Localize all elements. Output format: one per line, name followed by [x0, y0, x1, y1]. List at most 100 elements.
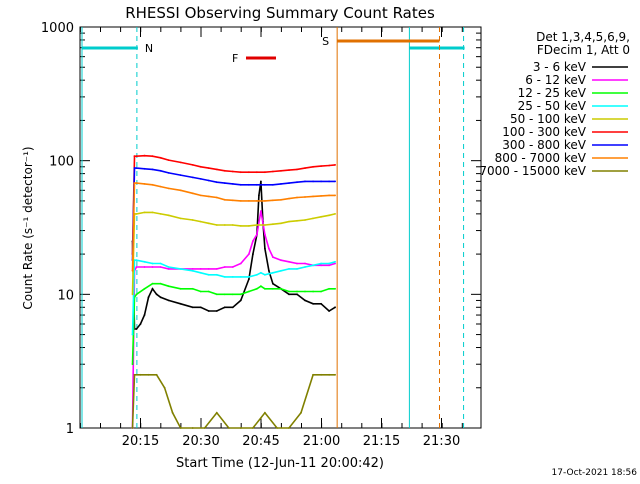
- series-point: [304, 180, 306, 183]
- series-point: [239, 427, 242, 429]
- series-point: [264, 411, 266, 414]
- series-point: [147, 373, 150, 376]
- legend-label: 3 - 6 keV: [533, 60, 587, 74]
- series-point: [304, 262, 306, 265]
- series-point: [179, 268, 182, 270]
- series-point: [151, 282, 154, 285]
- legend-label: 800 - 7000 keV: [495, 151, 587, 165]
- legend: Det 1,3,4,5,6,9, FDecim 1, Att 0 3 - 6 k…: [479, 30, 630, 178]
- series-point: [159, 156, 162, 159]
- series-point: [260, 180, 262, 183]
- series-point: [239, 200, 242, 202]
- series-point: [215, 411, 218, 414]
- series-point: [133, 373, 136, 376]
- night-label: N: [145, 42, 153, 55]
- series-point: [260, 285, 262, 288]
- series-point: [155, 373, 158, 376]
- series-line-8: [131, 373, 336, 429]
- series-point: [227, 427, 230, 429]
- series-point: [272, 282, 274, 285]
- series-point: [296, 290, 298, 293]
- series-point: [155, 293, 158, 296]
- series-point: [334, 262, 336, 265]
- series-point: [207, 310, 210, 312]
- series-point: [215, 224, 218, 226]
- series-point: [296, 219, 298, 222]
- series-point: [248, 171, 250, 174]
- series-point: [191, 287, 194, 290]
- x-axis-label: Start Time (12-Jun-11 20:00:42): [176, 456, 384, 471]
- series-point: [163, 386, 166, 389]
- series-point: [239, 183, 242, 186]
- series-point: [264, 224, 266, 226]
- legend-label: 300 - 800 keV: [502, 138, 586, 152]
- series-point: [280, 287, 282, 290]
- series-line-1: [131, 210, 336, 429]
- series-point: [328, 194, 330, 197]
- series-point: [207, 273, 210, 276]
- series-point: [207, 179, 210, 182]
- series-point: [256, 171, 258, 174]
- series-point: [143, 167, 146, 170]
- series-point: [159, 169, 162, 172]
- legend-label: 25 - 50 keV: [518, 99, 587, 113]
- series-point: [231, 199, 234, 202]
- series-point: [207, 167, 210, 170]
- series-point: [264, 247, 266, 250]
- series-point: [328, 214, 330, 217]
- series-point: [199, 290, 202, 293]
- series-point: [131, 293, 134, 296]
- series-point: [191, 164, 194, 166]
- series-point: [159, 262, 162, 265]
- series-point: [223, 276, 226, 278]
- series-point: [239, 171, 242, 174]
- series-point: [312, 264, 314, 267]
- series-point: [167, 214, 170, 217]
- series-point: [288, 260, 290, 263]
- saa-label: S: [322, 35, 329, 48]
- series-point: [167, 268, 170, 270]
- series-point: [167, 266, 170, 268]
- series-point: [304, 299, 306, 302]
- series-point: [239, 293, 242, 296]
- series-point: [151, 262, 154, 265]
- series-point: [264, 183, 266, 186]
- series-point: [248, 225, 250, 227]
- series-point: [167, 299, 170, 302]
- series-point: [231, 224, 234, 226]
- series-point: [135, 167, 138, 170]
- series-point: [272, 223, 274, 226]
- series-point: [320, 195, 322, 197]
- y-tick-label: 100: [49, 155, 74, 170]
- series-point: [248, 183, 250, 186]
- series-point: [288, 427, 290, 429]
- series-point: [143, 183, 146, 185]
- series-point: [288, 197, 290, 200]
- series-point: [272, 271, 274, 274]
- series-point: [199, 194, 202, 197]
- series-line-2: [131, 282, 336, 365]
- series-point: [199, 271, 202, 274]
- series-point: [131, 427, 134, 429]
- series-point: [312, 217, 314, 220]
- series-point: [304, 196, 306, 198]
- series-point: [215, 268, 218, 270]
- series-point: [312, 180, 314, 183]
- series-point: [312, 373, 314, 376]
- y-axis-label: Count Rate (s⁻¹ detector⁻¹): [21, 146, 35, 309]
- series-point: [288, 268, 290, 270]
- series-point: [167, 172, 170, 174]
- series-point: [312, 302, 314, 305]
- series-point: [191, 306, 194, 309]
- series-point: [133, 182, 136, 185]
- series-point: [215, 168, 218, 171]
- series-point: [223, 224, 226, 226]
- y-tick-label: 10: [57, 288, 74, 303]
- series-point: [288, 290, 290, 293]
- series-point: [135, 293, 138, 296]
- series-point: [151, 266, 154, 268]
- x-axis-ticks: 20:15 20:30 20:45 21:00 21:15 21:30: [79, 27, 463, 449]
- series-point: [304, 266, 306, 268]
- series-point: [334, 213, 336, 215]
